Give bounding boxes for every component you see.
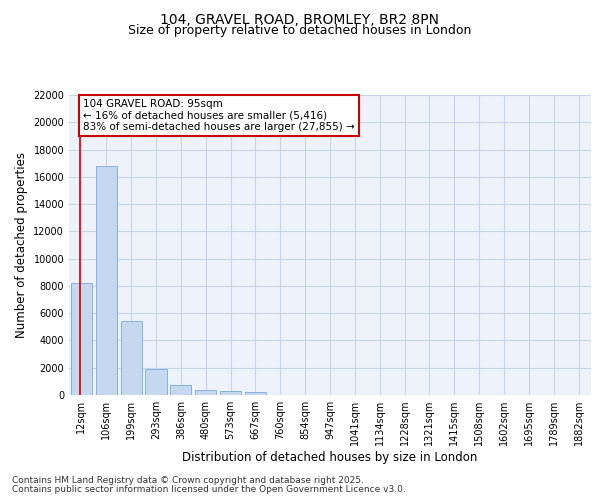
Text: Contains HM Land Registry data © Crown copyright and database right 2025.: Contains HM Land Registry data © Crown c… <box>12 476 364 485</box>
Bar <box>170 386 191 395</box>
Bar <box>245 392 266 395</box>
Y-axis label: Number of detached properties: Number of detached properties <box>15 152 28 338</box>
Text: Size of property relative to detached houses in London: Size of property relative to detached ho… <box>128 24 472 37</box>
Bar <box>145 369 167 395</box>
X-axis label: Distribution of detached houses by size in London: Distribution of detached houses by size … <box>182 451 478 464</box>
Bar <box>220 392 241 395</box>
Bar <box>96 166 117 395</box>
Bar <box>121 320 142 395</box>
Text: Contains public sector information licensed under the Open Government Licence v3: Contains public sector information licen… <box>12 485 406 494</box>
Text: 104 GRAVEL ROAD: 95sqm
← 16% of detached houses are smaller (5,416)
83% of semi-: 104 GRAVEL ROAD: 95sqm ← 16% of detached… <box>83 99 355 132</box>
Bar <box>195 390 216 395</box>
Text: 104, GRAVEL ROAD, BROMLEY, BR2 8PN: 104, GRAVEL ROAD, BROMLEY, BR2 8PN <box>161 12 439 26</box>
Bar <box>71 283 92 395</box>
